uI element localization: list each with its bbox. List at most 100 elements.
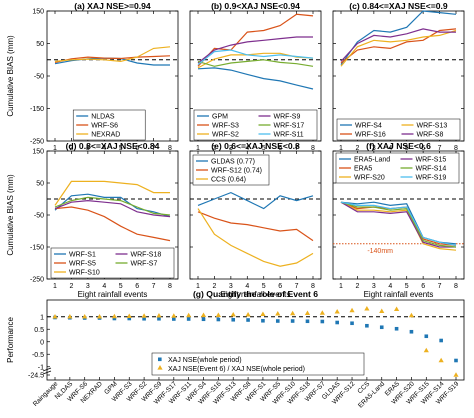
x-tick-label: 3 [86,145,90,152]
x-tick-label: 7 [152,283,156,290]
legend-label: WRF-S7 [131,261,158,268]
series-line-wrf-s6 [54,55,171,63]
nse-ratio-marker [438,357,444,363]
nse-ratio-marker [319,310,325,315]
x-tick-label: 3 [372,283,376,290]
plot-frame [46,299,465,381]
legend-label: ERA5-Land [354,157,390,164]
series-line-wrf-s18 [54,199,171,218]
x-tick-label: 6 [278,283,282,290]
legend-label: WRF-S6 [91,123,118,130]
nse-whole-period-marker [320,319,325,324]
x-tick-label: 8 [168,145,172,152]
series-line-wrf-s13 [340,29,457,67]
legend-label: WRF-S20 [354,175,385,182]
legend-label: WRF-S11 [274,132,304,139]
legend-label: XAJ NSE(whole period) [168,357,242,364]
panel-title: (g) Quantify the role of Event 6 [193,289,318,299]
panel-f: (f) XAJ NSE<0.61 2 3 4 5 6 7 8-140mmERA5-LandER… [332,141,465,290]
x-tick-label: 3 [372,145,376,152]
x-tick-label: 1 [339,145,343,152]
x-tick-label: 2 [69,145,73,152]
x-tick-label: 8 [454,283,458,290]
nse-ratio-marker [453,372,459,377]
nse-ratio-marker [349,307,355,313]
panel-a: (a) XAJ NSE>=0.94 -250 -150 -50 50 150 1 2 3 4 5 6 7… [30,1,179,152]
x-tick-label: 3 [229,283,233,290]
series-line-wrf-s9 [197,36,313,64]
x-tick-label: 8 [311,283,315,290]
series-line-wrf-s1 [54,193,171,218]
x-tick-label: 7 [438,283,442,290]
axis-break-mark [42,367,52,372]
y-tick-label: 150 [32,149,44,156]
x-tick-label: 2 [212,145,216,152]
nse-whole-period-marker [112,316,117,321]
legend-label: WRF-S10 [69,270,100,277]
legend-swatch [157,365,163,370]
x-tick-label: 8 [311,145,315,152]
panel-e: (e) 0.6<=XAJ NSE<0.8 1 2 3 4 5 6 7 8 GLDAS (0.77)… [189,141,322,290]
nse-ratio-marker [275,310,281,316]
x-tick-label: 4 [102,145,106,152]
y-tick-label: -150 [30,245,44,252]
y-tick-label: -50 [34,213,44,220]
x-tick-label: 1 [196,283,200,290]
x-tick-label: 7 [438,145,442,152]
x-tick-label: 6 [135,283,139,290]
legend-label: WRF-S4 [355,123,382,130]
legend: WRF-S4 WRF-S16 WRF-S13 WRF-S8 [336,118,461,141]
x-tick-label: 6 [135,145,139,152]
y-tick-label: -250 [30,139,44,146]
nse-whole-period-marker [261,318,265,323]
y-tick-label: -24.5 [28,373,44,380]
nse-ratio-marker [304,310,311,316]
x-tick-label: 2 [355,145,359,152]
nse-whole-period-marker [186,317,191,321]
x-tick-label: 1 [196,145,200,152]
nse-ratio-marker [156,312,162,318]
series-line-wrf-s17 [197,59,314,67]
panel-title: (a) XAJ NSE>=0.94 [74,1,151,11]
legend: WRF-S1 WRF-S5 WRF-S10 WRF-S18 WRF-S7 [50,247,175,279]
x-axis-label: Eight rainfall events [364,290,434,299]
legend-label: GLDAS (0.77) [211,159,255,166]
x-tick-label: 4 [102,283,106,290]
y-tick-label: 150 [32,9,44,16]
x-tick-label: 8 [454,145,458,152]
nse-whole-period-marker [379,325,384,330]
legend: XAJ NSE(whole period) XAJ NSE(Event 6) / … [151,352,365,376]
panel-title: (e) 0.6<=XAJ NSE<0.8 [211,141,300,151]
nse-whole-period-marker [231,317,236,322]
nse-ratio-marker [379,308,385,314]
legend: GPM WRF-S3 WRF-S2 WRF-S9 WRF-S17 WRF-S11 [193,109,318,141]
nse-ratio-marker [230,311,236,317]
nse-whole-period-marker [409,329,414,334]
nse-ratio-marker [171,313,177,318]
legend-label: NLDAS [91,114,115,121]
nse-whole-period-marker [127,316,132,321]
x-tick-label: 4 [388,145,392,152]
x-tick-label: 5 [262,145,266,152]
x-tick-label: 2 [69,283,73,290]
series-line-wrf-s7 [54,196,171,216]
x-tick-label: 5 [405,283,409,290]
legend-label: GPM [212,114,228,121]
nse-ratio-marker [186,312,192,318]
x-tick-label: 6 [421,283,425,290]
series-line-nexrad [54,46,171,63]
y-tick-label: 0.5 [34,327,44,334]
threshold-label: -140mm [367,248,393,255]
x-tick-label: 7 [152,145,156,152]
y-tick-label: -1 [38,364,44,371]
legend-label: NEXRAD [91,132,120,139]
panel-title: (f) XAJ NSE<0.6 [366,141,431,151]
nse-ratio-marker [290,310,296,316]
legend-label: WRF-S3 [212,123,239,130]
x-tick-label: 6 [421,145,425,152]
nse-whole-period-marker [305,319,310,324]
legend-label: WRF-S2 [212,132,239,139]
series-line-wrf-s19 [340,201,457,246]
legend-box [335,152,460,184]
